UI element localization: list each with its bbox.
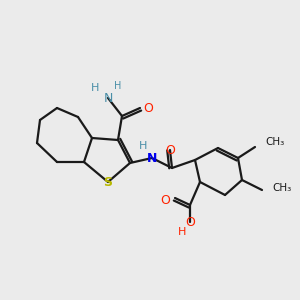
Text: O: O bbox=[185, 215, 195, 229]
Text: H: H bbox=[178, 227, 186, 237]
Text: S: S bbox=[103, 176, 112, 188]
Text: O: O bbox=[165, 143, 175, 157]
Text: H: H bbox=[114, 81, 122, 91]
Text: CH₃: CH₃ bbox=[265, 137, 284, 147]
Text: N: N bbox=[147, 152, 157, 164]
Text: CH₃: CH₃ bbox=[272, 183, 291, 193]
Text: H: H bbox=[91, 83, 99, 93]
Text: H: H bbox=[139, 141, 147, 151]
Text: N: N bbox=[103, 92, 113, 104]
Text: O: O bbox=[143, 101, 153, 115]
Text: O: O bbox=[160, 194, 170, 206]
